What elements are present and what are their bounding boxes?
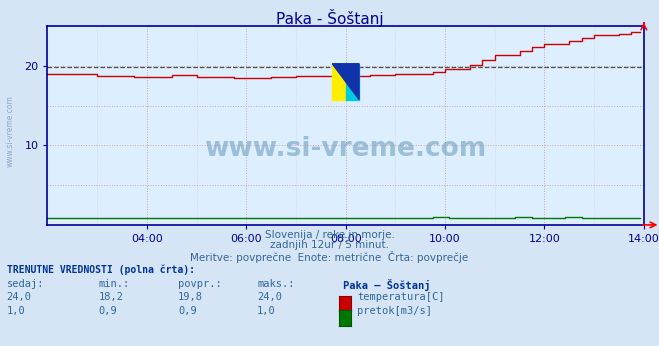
Text: www.si-vreme.com: www.si-vreme.com xyxy=(5,95,14,167)
Bar xyxy=(345,64,359,100)
Text: 0,9: 0,9 xyxy=(178,306,196,316)
Text: 24,0: 24,0 xyxy=(257,292,282,302)
Text: min.:: min.: xyxy=(99,279,130,289)
Text: 19,8: 19,8 xyxy=(178,292,203,302)
Text: 1,0: 1,0 xyxy=(257,306,275,316)
Text: Paka – Šoštanj: Paka – Šoštanj xyxy=(343,279,430,291)
Text: maks.:: maks.: xyxy=(257,279,295,289)
Text: 0,9: 0,9 xyxy=(99,306,117,316)
Text: povpr.:: povpr.: xyxy=(178,279,221,289)
Text: sedaj:: sedaj: xyxy=(7,279,44,289)
Text: 18,2: 18,2 xyxy=(99,292,124,302)
Text: www.si-vreme.com: www.si-vreme.com xyxy=(204,136,487,162)
Text: temperatura[C]: temperatura[C] xyxy=(357,292,445,302)
Text: 1,0: 1,0 xyxy=(7,306,25,316)
Text: Paka - Šoštanj: Paka - Šoštanj xyxy=(275,9,384,27)
Text: zadnjih 12ur / 5 minut.: zadnjih 12ur / 5 minut. xyxy=(270,240,389,251)
Text: 24,0: 24,0 xyxy=(7,292,32,302)
Text: Slovenija / reke in morje.: Slovenija / reke in morje. xyxy=(264,230,395,240)
Text: pretok[m3/s]: pretok[m3/s] xyxy=(357,306,432,316)
Polygon shape xyxy=(332,64,359,100)
Text: TRENUTNE VREDNOSTI (polna črta):: TRENUTNE VREDNOSTI (polna črta): xyxy=(7,265,194,275)
Text: Meritve: povprečne  Enote: metrične  Črta: povprečje: Meritve: povprečne Enote: metrične Črta:… xyxy=(190,251,469,263)
Bar xyxy=(332,64,345,100)
